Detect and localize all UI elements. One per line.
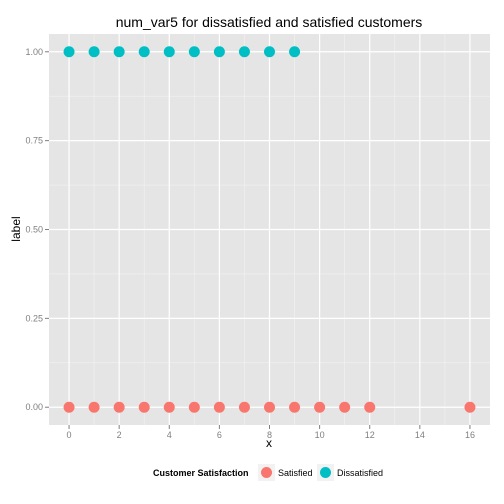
y-axis-ticks: 0.00 0.25 0.50 0.75 1.00 — [25, 47, 49, 412]
x-tick-label: 4 — [167, 430, 172, 440]
y-tick-label: 0.00 — [25, 402, 43, 412]
point-dissatisfied — [188, 46, 200, 58]
x-tick-label: 16 — [465, 430, 475, 440]
point-dissatisfied — [88, 46, 100, 58]
point-satisfied — [464, 401, 476, 413]
legend-item-satisfied: Satisfied — [258, 464, 313, 481]
x-tick-label: 6 — [217, 430, 222, 440]
point-dissatisfied — [238, 46, 250, 58]
x-tick-label: 8 — [267, 430, 272, 440]
point-satisfied — [188, 401, 200, 413]
y-tick-label: 0.75 — [25, 136, 43, 146]
legend-label-dissatisfied: Dissatisfied — [337, 468, 383, 478]
y-tick-label: 0.25 — [25, 313, 43, 323]
chart-title: num_var5 for dissatisfied and satisfied … — [116, 14, 423, 30]
point-satisfied — [138, 401, 150, 413]
legend-title: Customer Satisfaction — [153, 468, 249, 478]
point-satisfied — [163, 401, 175, 413]
point-satisfied — [213, 401, 225, 413]
point-satisfied — [314, 401, 326, 413]
x-tick-label: 0 — [67, 430, 72, 440]
x-tick-label: 10 — [315, 430, 325, 440]
legend-label-satisfied: Satisfied — [278, 468, 313, 478]
x-tick-label: 2 — [117, 430, 122, 440]
point-satisfied — [289, 401, 301, 413]
legend-swatch-dissatisfied — [320, 467, 331, 478]
point-dissatisfied — [63, 46, 75, 58]
y-tick-label: 1.00 — [25, 47, 43, 57]
point-dissatisfied — [264, 46, 275, 58]
point-satisfied — [339, 401, 351, 413]
point-dissatisfied — [138, 46, 150, 58]
point-satisfied — [63, 401, 75, 413]
point-dissatisfied — [213, 46, 225, 58]
legend-swatch-satisfied — [261, 467, 272, 478]
point-satisfied — [238, 401, 250, 413]
point-satisfied — [364, 401, 376, 413]
x-axis-title: x — [266, 436, 272, 450]
point-dissatisfied — [163, 46, 175, 58]
data-points — [63, 46, 476, 413]
legend-item-dissatisfied: Dissatisfied — [317, 464, 383, 481]
point-dissatisfied — [113, 46, 125, 58]
point-satisfied — [113, 401, 125, 413]
x-tick-label: 14 — [415, 430, 425, 440]
legend: Customer Satisfaction Satisfied Dissatis… — [153, 464, 383, 481]
x-axis-ticks: 0 2 4 6 8 10 12 14 16 — [67, 425, 475, 440]
point-satisfied — [264, 401, 275, 413]
point-dissatisfied — [289, 46, 301, 58]
y-tick-label: 0.50 — [25, 225, 43, 235]
point-satisfied — [88, 401, 100, 413]
y-axis-title: label — [9, 216, 23, 241]
x-tick-label: 12 — [365, 430, 375, 440]
